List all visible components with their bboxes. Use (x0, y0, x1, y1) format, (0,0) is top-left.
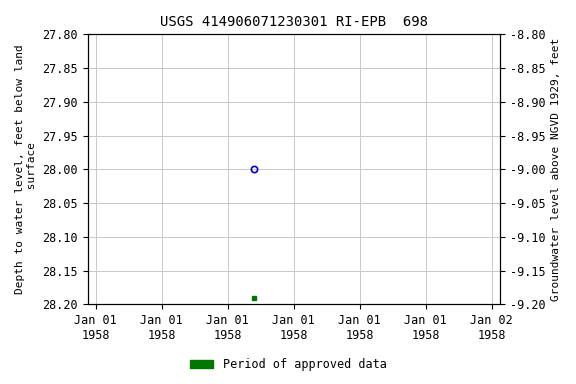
Y-axis label: Depth to water level, feet below land
 surface: Depth to water level, feet below land su… (15, 45, 37, 294)
Title: USGS 414906071230301 RI-EPB  698: USGS 414906071230301 RI-EPB 698 (160, 15, 428, 29)
Legend: Period of approved data: Period of approved data (185, 354, 391, 376)
Y-axis label: Groundwater level above NGVD 1929, feet: Groundwater level above NGVD 1929, feet (551, 38, 561, 301)
